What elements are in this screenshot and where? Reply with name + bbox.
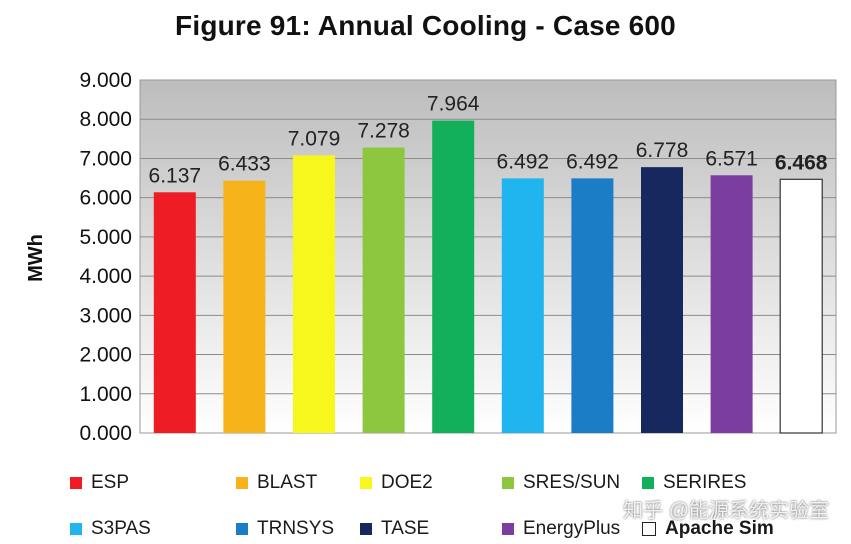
bar-trnsys [571,178,614,433]
legend-item: S3PAS [70,518,151,540]
bar-sres-sun [362,147,405,434]
legend-item: EnergyPlus [502,518,620,540]
legend-swatch [502,477,514,489]
y-tick-label: 6.000 [79,187,132,210]
bar-doe2 [293,155,335,433]
bar-s3pas [501,178,544,433]
bar-energyplus [710,175,753,433]
legend-item: DOE2 [360,472,433,494]
legend-swatch [236,477,248,489]
data-labels: 6.137 6.433 7.079 7.278 7.964 6.492 6.492 6.778… [149,93,828,188]
legend-swatch [642,477,654,489]
data-label: 7.964 [427,93,480,116]
legend-label: EnergyPlus [523,518,621,539]
y-axis-label: MWh [25,234,47,282]
legend-swatch [502,523,514,535]
bar-esp [153,192,196,433]
legend-label: S3PAS [91,518,151,539]
legend-item: SRES/SUN [502,472,620,494]
y-tick-label: 7.000 [79,147,132,170]
data-label: 7.079 [288,127,341,150]
y-tick-label: 1.000 [79,383,132,406]
y-tick-label: 3.000 [79,304,132,327]
legend-label: SRES/SUN [523,472,621,493]
y-tick-label: 5.000 [79,226,132,249]
legend-label: SERIRES [663,472,747,493]
legend-label: TRNSYS [257,518,335,539]
data-label: 6.492 [497,150,550,173]
data-label: 6.433 [218,153,271,176]
chart-title: Figure 91: Annual Cooling - Case 600 [175,10,676,41]
data-label: 7.278 [357,120,410,143]
legend-swatch [642,522,656,536]
watermark: 知乎 @能源系统实验室 [623,500,829,522]
legend-item: BLAST [236,472,317,494]
legend-label: BLAST [257,472,318,493]
y-tick-label: 9.000 [79,69,132,92]
y-tick-label: 0.000 [79,422,132,445]
legend-label: DOE2 [381,472,433,493]
data-label: 6.137 [149,164,202,187]
legend-label: Apache Sim [665,518,774,539]
legend-item: TASE [360,518,429,540]
y-tick-label: 8.000 [79,108,132,131]
bar-tase [641,167,683,433]
bar-serires [432,120,475,434]
legend-swatch [360,523,372,535]
legend-swatch [70,523,82,535]
bar-apache-sim [779,178,823,434]
legend-item: TRNSYS [236,518,334,540]
legend-item: ESP [70,472,129,494]
y-tick-label: 4.000 [79,265,132,288]
legend-swatch [360,477,372,489]
y-tick-label: 2.000 [79,344,132,367]
data-label: 6.468 [775,151,828,174]
legend-swatch [236,523,248,535]
bar-blast [223,180,266,433]
data-label: 6.492 [566,150,619,173]
y-tick-labels: 0.000 1.000 2.000 3.000 4.000 5.000 6.000 7.000… [79,69,132,445]
bars [153,120,823,434]
legend-item: Apache Sim [642,518,774,540]
legend-label: ESP [91,472,130,493]
legend-item: SERIRES [642,472,746,494]
data-label: 6.778 [636,139,689,162]
legend-swatch [70,477,82,489]
legend-label: TASE [381,518,430,539]
data-label: 6.571 [705,147,758,170]
